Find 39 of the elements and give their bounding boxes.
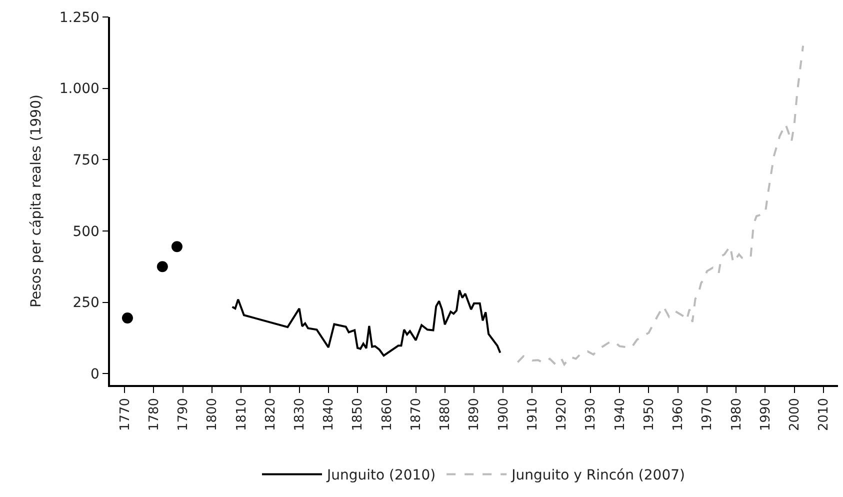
x-tick-label: 1870 — [408, 398, 424, 432]
x-tick-label: 2000 — [788, 398, 803, 432]
x-tick-label: 1990 — [758, 398, 774, 432]
x-tick-label: 2010 — [816, 398, 832, 432]
x-tick-label: 1960 — [671, 398, 686, 432]
x-tick-label: 1800 — [205, 398, 220, 432]
x-tick-label: 1810 — [234, 398, 250, 432]
y-tick-label: 0 — [90, 366, 100, 382]
y-tick-label: 500 — [72, 224, 100, 240]
x-tick-label: 1910 — [525, 398, 540, 432]
y-tick-label: 250 — [72, 295, 100, 312]
y-tick-label: 750 — [72, 152, 100, 169]
x-tick-label: 1790 — [176, 398, 192, 432]
point — [156, 261, 168, 272]
y-axis-title: Pesos per cápita reales (1990) — [28, 94, 44, 308]
point — [122, 312, 133, 324]
x-tick-label: 1850 — [350, 398, 366, 432]
legend-label: Junguito (2010) — [326, 468, 436, 484]
x-tick-label: 1780 — [146, 398, 162, 432]
x-tick-label: 1940 — [612, 398, 628, 432]
x-tick-label: 1860 — [380, 398, 395, 432]
point — [171, 241, 182, 252]
x-tick-label: 1890 — [467, 398, 482, 432]
x-tick-label: 1840 — [322, 398, 337, 432]
legend-label: Junguito y Rincón (2007) — [510, 468, 685, 484]
x-tick-label: 1770 — [118, 398, 133, 432]
line-series — [231, 289, 502, 357]
line-series — [516, 44, 804, 366]
x-tick-label: 1900 — [496, 398, 512, 432]
x-tick-label: 1930 — [584, 398, 599, 432]
x-tick-label: 1820 — [263, 398, 278, 432]
x-tick-label: 1920 — [554, 398, 570, 432]
y-tick-label: 1.250 — [59, 10, 100, 26]
x-tick-label: 1970 — [700, 398, 716, 432]
x-tick-label: 1880 — [438, 398, 454, 432]
x-tick-label: 1980 — [729, 398, 744, 432]
y-tick-label: 1.000 — [59, 81, 100, 98]
x-tick-label: 1950 — [642, 398, 657, 432]
x-tick-label: 1830 — [292, 398, 308, 432]
